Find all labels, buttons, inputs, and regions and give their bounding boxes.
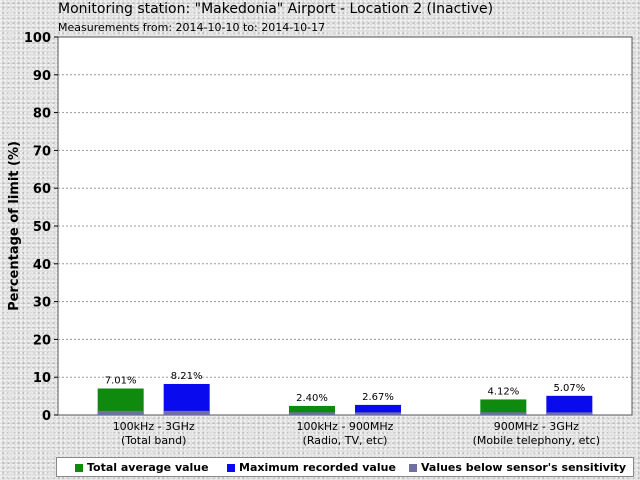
bar-chart: 0 10 20 30 40 50 60 70 80 90 100 7.01% 8.21% 2.40% 2.… <box>7 31 633 447</box>
x-category-sublabel: (Radio, TV, etc) <box>303 434 388 447</box>
bar-below-sensitivity <box>480 412 527 415</box>
y-tick-label: 100 <box>24 31 51 46</box>
y-tick-label: 40 <box>33 258 51 273</box>
legend-item-sensitivity: Values below sensor's sensitivity <box>409 461 626 474</box>
legend-swatch-grey <box>409 463 417 472</box>
y-tick-label: 90 <box>33 69 51 84</box>
legend-swatch-blue <box>227 463 235 472</box>
x-category-sublabel: (Mobile telephony, etc) <box>473 434 600 447</box>
chart-title: Monitoring station: "Makedonia" Airport … <box>58 1 494 17</box>
bar-value-label: 5.07% <box>553 383 585 394</box>
y-tick-label: 20 <box>33 333 51 348</box>
bar-average <box>289 405 335 415</box>
legend: Total average value Maximum recorded val… <box>56 457 634 477</box>
y-axis-label: Percentage of limit (%) <box>7 141 22 311</box>
legend-item-maximum: Maximum recorded value <box>227 461 396 474</box>
y-tick-label: 70 <box>33 144 51 159</box>
x-category-label: 100kHz - 900MHz <box>297 420 394 433</box>
bar-below-sensitivity <box>546 412 593 415</box>
y-tick-label: 50 <box>33 220 51 235</box>
bar-value-label: 2.67% <box>362 392 394 403</box>
bar-below-sensitivity <box>289 412 335 415</box>
legend-swatch-green <box>75 463 83 472</box>
bar-maximum <box>355 404 401 415</box>
y-tick-label: 10 <box>33 371 51 386</box>
bar-value-label: 2.40% <box>296 393 328 404</box>
bar-maximum <box>163 383 210 415</box>
bar-below-sensitivity <box>355 412 401 415</box>
x-category-sublabel: (Total band) <box>121 434 186 447</box>
x-category-label: 100kHz - 3GHz <box>113 420 195 433</box>
bar-maximum <box>546 395 593 415</box>
plot-area <box>57 36 633 416</box>
bar-value-label: 8.21% <box>171 371 203 382</box>
bar-value-label: 7.01% <box>105 376 137 387</box>
bar-below-sensitivity <box>97 410 144 415</box>
bar-average <box>97 388 144 415</box>
x-category-label: 900MHz - 3GHz <box>494 420 579 433</box>
y-tick-label: 80 <box>33 107 51 122</box>
bar-value-label: 4.12% <box>487 386 519 397</box>
y-tick-label: 60 <box>33 182 51 197</box>
bar-average <box>480 399 527 415</box>
legend-label-maximum: Maximum recorded value <box>239 461 396 474</box>
legend-label-sensitivity: Values below sensor's sensitivity <box>421 461 627 474</box>
chart-subtitle: Measurements from: 2014-10-10 to: 2014-1… <box>58 21 326 34</box>
y-tick-label: 30 <box>33 296 51 311</box>
y-tick-label: 0 <box>42 409 51 424</box>
legend-item-average: Total average value <box>75 461 209 474</box>
bar-below-sensitivity <box>163 410 210 415</box>
legend-label-average: Total average value <box>87 461 209 474</box>
